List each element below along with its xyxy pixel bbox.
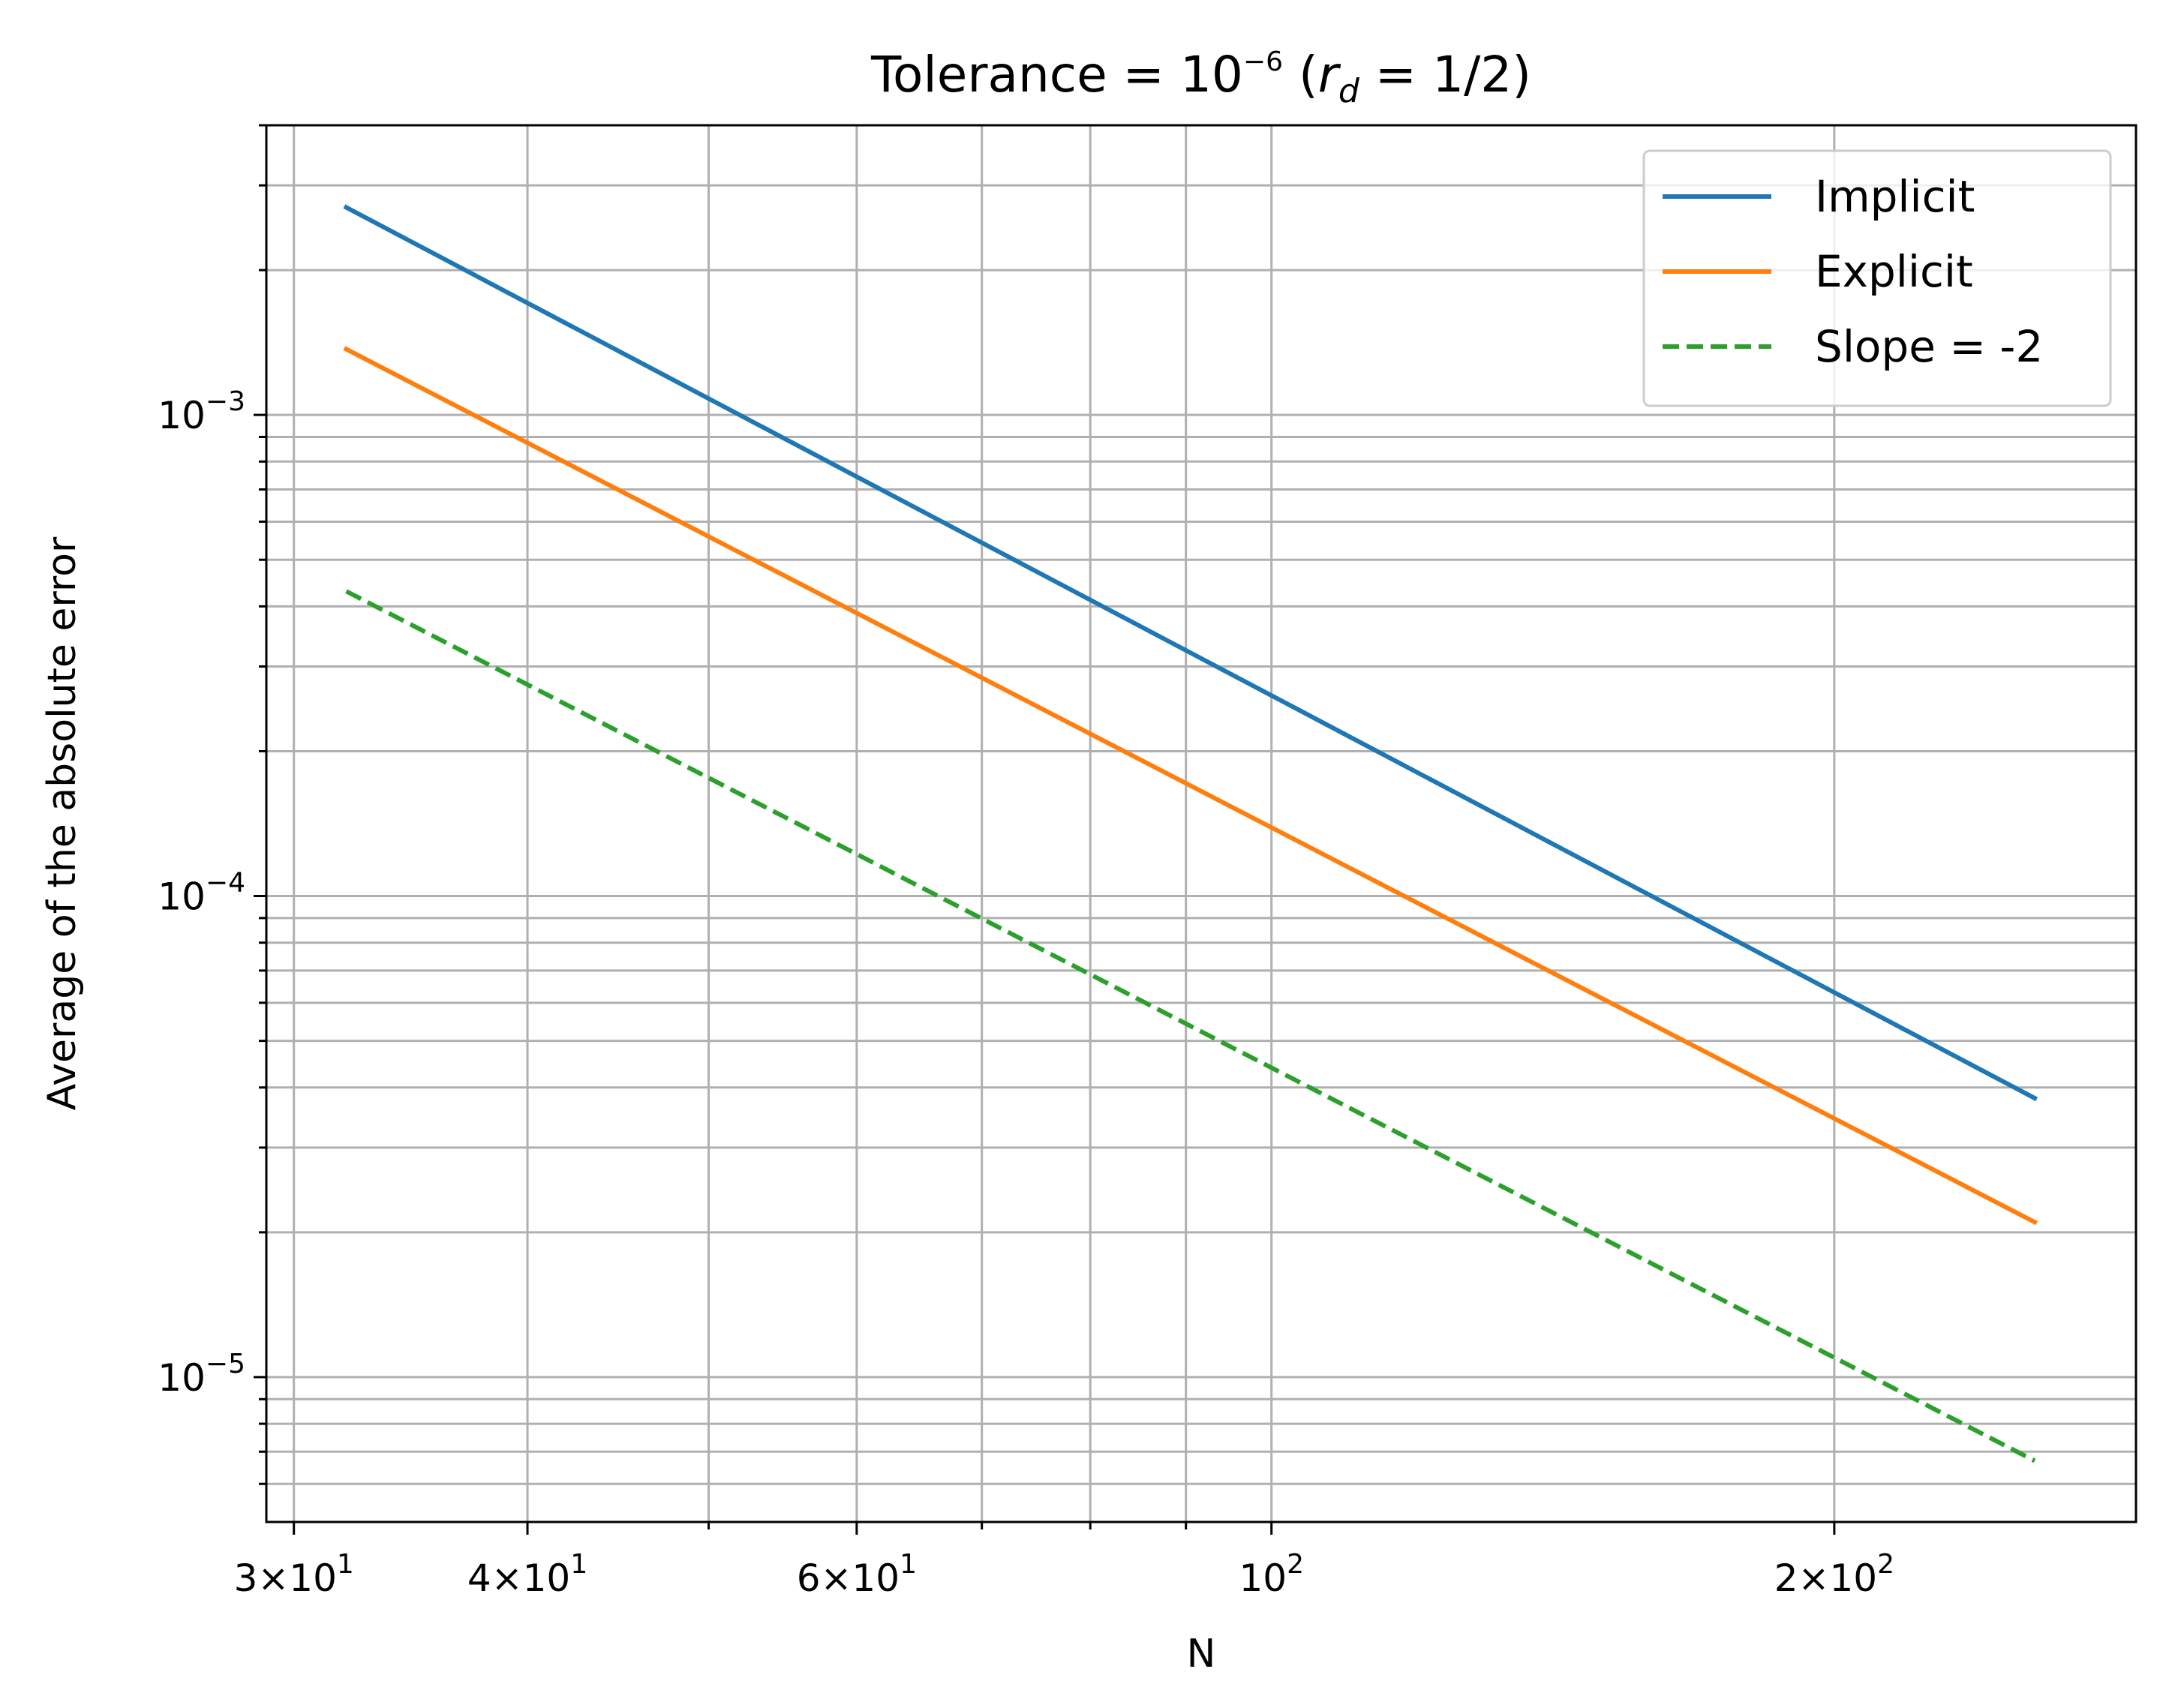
series-line-1 [343, 346, 2038, 1226]
series-lines [343, 204, 2038, 1463]
y-tick-label: 10−4 [158, 868, 245, 919]
x-tick-label: 4×101 [467, 1549, 587, 1600]
legend: Implicit Explicit Slope = -2 [1642, 149, 2112, 407]
series-line-2 [345, 589, 2036, 1463]
legend-box [1642, 149, 2112, 407]
x-tick-label: 6×101 [797, 1549, 917, 1600]
y-tick-label: 10−3 [158, 386, 245, 437]
y-tick-label: 10−5 [158, 1349, 245, 1400]
x-tick-label: 2×102 [1774, 1549, 1894, 1600]
grid [266, 124, 2136, 1522]
legend-label: Slope = -2 [1815, 321, 2043, 372]
x-tick-label: 102 [1239, 1549, 1304, 1600]
x-axis-label: N [1187, 1631, 1216, 1676]
legend-label: Explicit [1815, 246, 1973, 297]
plot-frame [265, 124, 2137, 1523]
y-axis-label: Average of the absolute error [40, 536, 85, 1110]
axis-ticks: 3×101 4×101 6×101 102 2×102 10−5 10−4 10−3 [158, 124, 1894, 1600]
series-line-0 [343, 204, 2038, 1102]
legend-label: Implicit [1815, 171, 1975, 222]
x-tick-label: 3×101 [234, 1549, 354, 1600]
chart-title: Tolerance = 10−6 (rd = 1/2) [870, 46, 1531, 110]
